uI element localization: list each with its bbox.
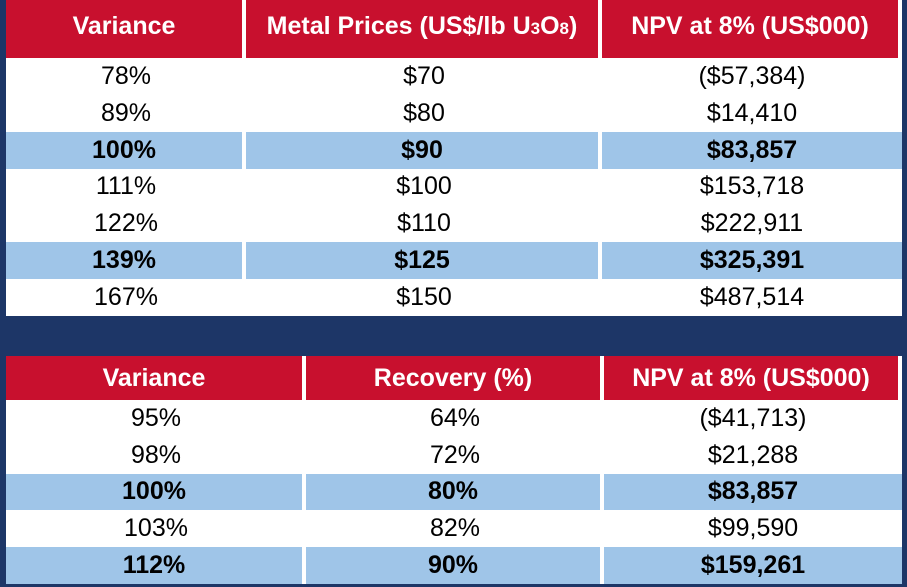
recovery-row-5-npv: $159,261 bbox=[604, 547, 902, 584]
subscript-8: 8 bbox=[559, 19, 570, 38]
price-row-7-price: $150 bbox=[396, 283, 452, 312]
price-row-2-variance: 89% bbox=[100, 98, 152, 127]
price-row-3-price: $90 bbox=[246, 131, 602, 169]
price-row-3-npv: $83,857 bbox=[602, 131, 902, 169]
price-row-5-variance: 122% bbox=[94, 209, 158, 238]
header-recovery: Recovery (%) bbox=[306, 356, 604, 400]
recovery-row-3-recovery: 80% bbox=[306, 473, 604, 511]
recovery-row-3-variance: 100% bbox=[6, 473, 306, 511]
header-npv: NPV at 8% (US$000) bbox=[602, 0, 902, 58]
recovery-row-1-npv: ($41,713) bbox=[699, 403, 807, 432]
price-row-2-price: $80 bbox=[403, 98, 445, 127]
recovery-row-4-variance: 103% bbox=[124, 514, 188, 543]
recovery-row-5-variance: 112% bbox=[6, 547, 306, 584]
recovery-row-2-variance: 98% bbox=[130, 440, 182, 469]
header-oxygen: O bbox=[540, 12, 560, 40]
recovery-row-2-recovery: 72% bbox=[429, 440, 481, 469]
recovery-row-2-npv: $21,288 bbox=[707, 440, 799, 469]
price-row-6-price: $125 bbox=[246, 242, 602, 280]
price-row-4-variance: 111% bbox=[95, 172, 157, 201]
recovery-row-1-variance: 95% bbox=[130, 403, 182, 432]
recovery-row-4-npv: $99,590 bbox=[707, 514, 799, 543]
recovery-row-1-recovery: 64% bbox=[429, 403, 481, 432]
price-row-4-price: $100 bbox=[396, 172, 452, 201]
header-variance: Variance bbox=[6, 0, 246, 58]
recovery-sensitivity-table: Variance Recovery (%) NPV at 8% (US$000)… bbox=[6, 356, 902, 584]
metal-price-sensitivity-table: Variance Metal Prices (US$/lb U 3 O 8) NPV … bbox=[6, 0, 902, 316]
price-row-6-npv: $325,391 bbox=[602, 242, 902, 280]
price-row-4-npv: $153,718 bbox=[699, 172, 805, 201]
recovery-row-5-recovery: 90% bbox=[306, 547, 604, 584]
header-metal-prices-text: Metal Prices (US$/lb U bbox=[266, 12, 531, 40]
price-row-7-npv: $487,514 bbox=[699, 283, 805, 312]
header-metal-prices: Metal Prices (US$/lb U 3 O 8) bbox=[246, 0, 602, 58]
price-row-1-npv: ($57,384) bbox=[698, 61, 806, 90]
price-row-2-npv: $14,410 bbox=[706, 98, 798, 127]
header-variance: Variance bbox=[6, 356, 306, 400]
recovery-row-3-npv: $83,857 bbox=[604, 473, 902, 511]
price-row-1-price: $70 bbox=[403, 61, 445, 90]
price-row-3-variance: 100% bbox=[6, 131, 246, 169]
price-row-1-variance: 78% bbox=[100, 61, 152, 90]
price-row-6-variance: 139% bbox=[6, 242, 246, 280]
subscript-3: 3 bbox=[530, 19, 541, 38]
recovery-row-4-recovery: 82% bbox=[429, 514, 481, 543]
price-row-5-price: $110 bbox=[397, 209, 451, 238]
header-npv: NPV at 8% (US$000) bbox=[604, 356, 902, 400]
price-row-5-npv: $222,911 bbox=[700, 209, 804, 238]
price-row-7-variance: 167% bbox=[94, 283, 158, 312]
header-close-paren: ) bbox=[569, 12, 578, 40]
